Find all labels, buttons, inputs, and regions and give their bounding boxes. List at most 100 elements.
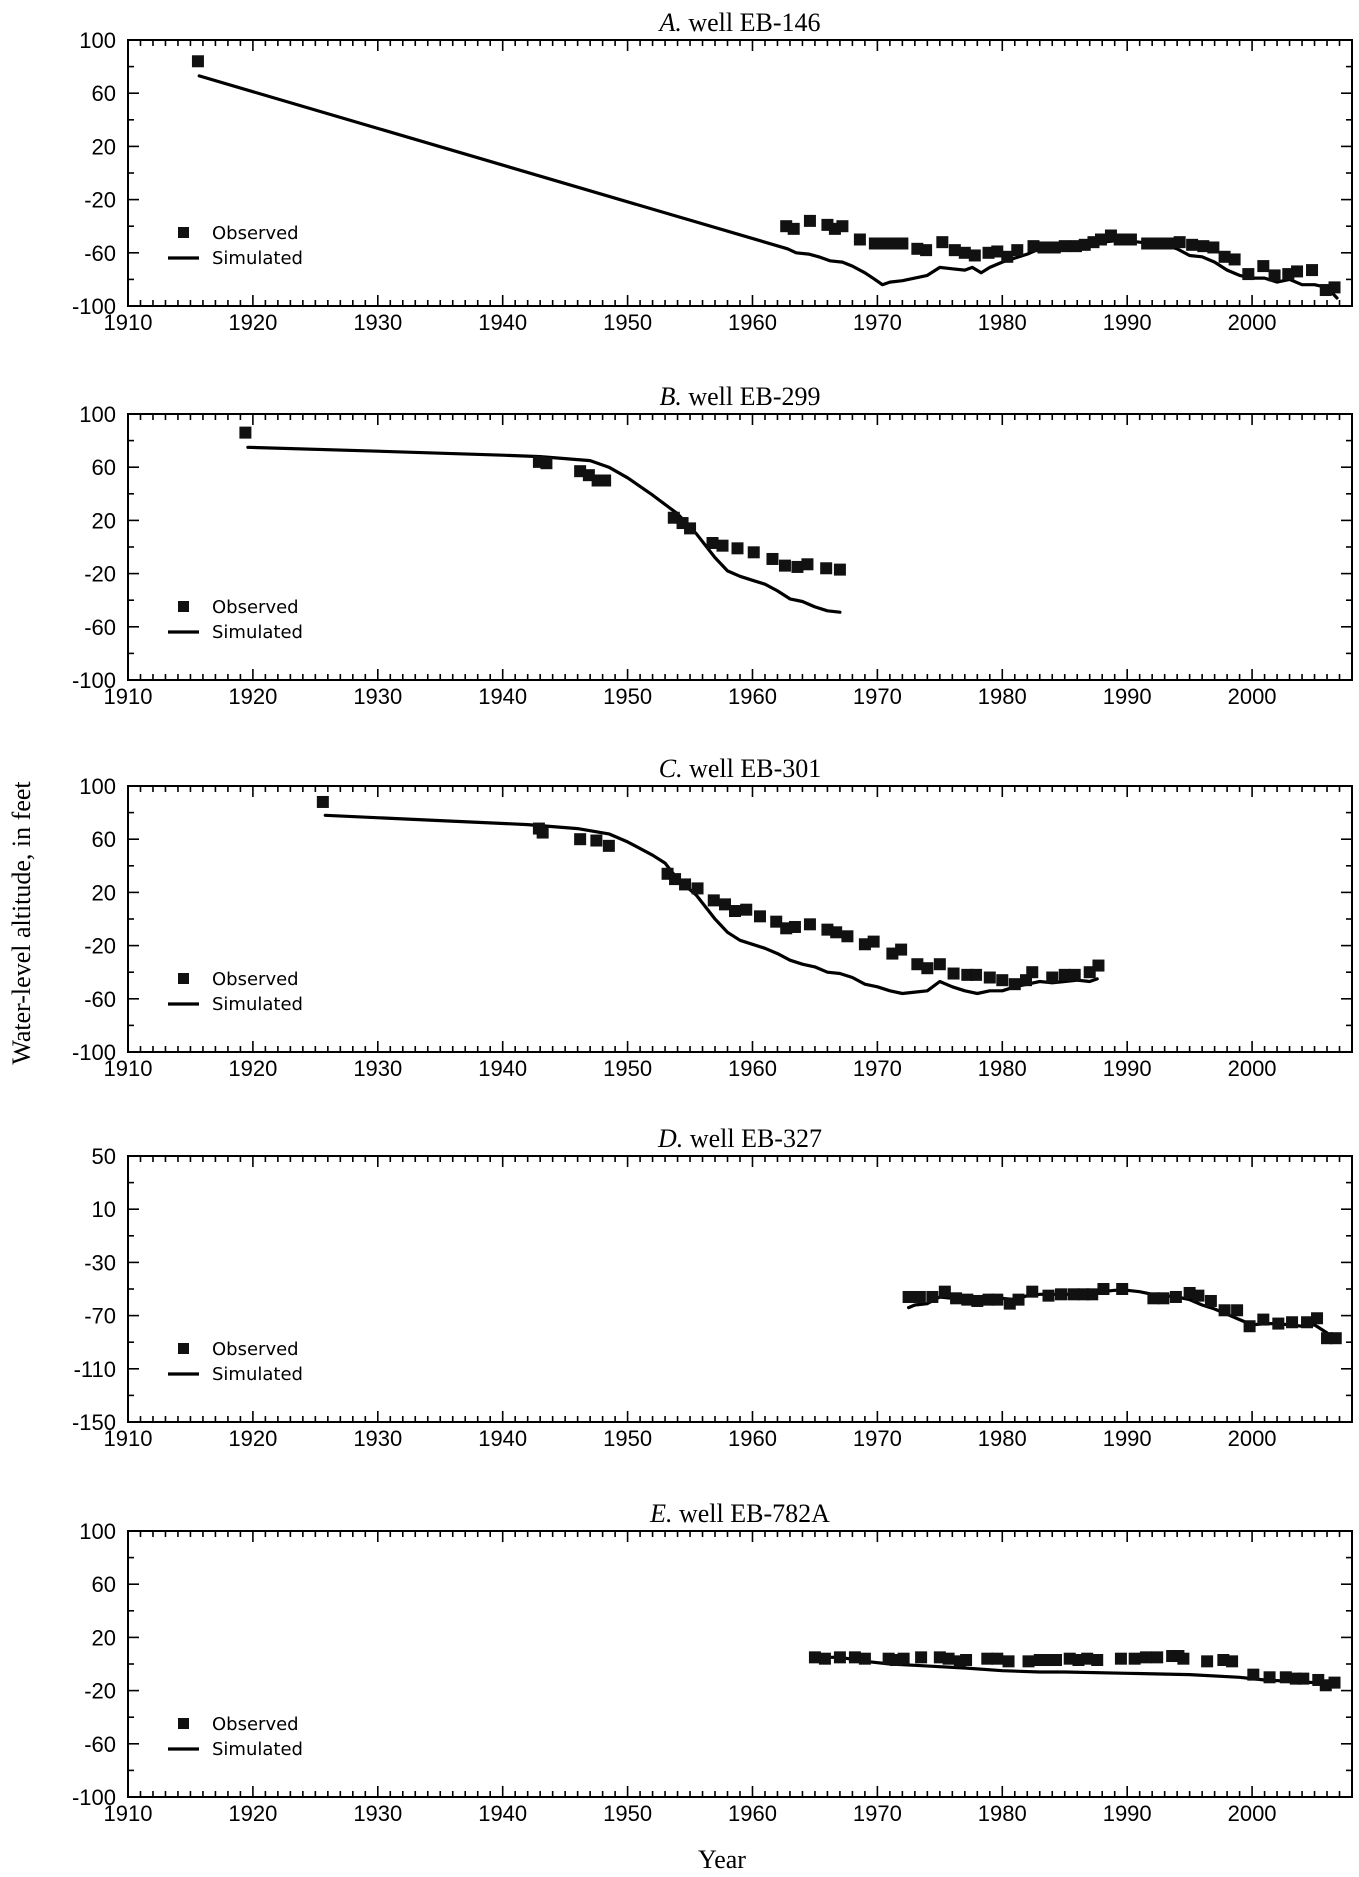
observed-point	[968, 249, 981, 262]
y-tick-label: 20	[92, 1625, 116, 1650]
observed-point	[599, 474, 612, 487]
x-tick-label: 1940	[478, 1801, 527, 1826]
observed-point	[1037, 241, 1050, 254]
observed-point	[1263, 1671, 1276, 1684]
observed-point	[684, 522, 697, 535]
legend-simulated-label: Simulated	[212, 248, 303, 269]
x-tick-label: 1930	[353, 1056, 402, 1081]
observed-point	[961, 1293, 974, 1306]
observed-point	[1139, 1651, 1152, 1664]
observed-point	[818, 1652, 831, 1665]
y-tick-label: -100	[72, 1785, 116, 1810]
observed-point	[1201, 1655, 1214, 1668]
y-tick-label: 100	[79, 1519, 116, 1544]
legend-observed-marker	[178, 973, 189, 984]
observed-point	[1114, 1652, 1127, 1665]
x-tick-label: 1930	[353, 1426, 402, 1451]
y-tick-label: 20	[92, 880, 116, 905]
x-tick-label: 1950	[603, 1056, 652, 1081]
observed-point	[1218, 250, 1231, 263]
x-tick-label: 1910	[104, 1056, 153, 1081]
observed-point	[942, 1652, 955, 1665]
x-tick-label: 1920	[228, 310, 277, 335]
y-tick-label: 20	[92, 508, 116, 533]
tick-marks	[127, 785, 1353, 1053]
observed-point	[1141, 237, 1154, 250]
y-tick-label: 100	[79, 402, 116, 427]
panel-well-name: well EB-327	[683, 1124, 822, 1153]
legend: Observed Simulated	[168, 1714, 303, 1760]
legend-simulated-label: Simulated	[212, 994, 303, 1015]
observed-point	[1151, 237, 1164, 250]
observed-series	[239, 426, 846, 576]
x-tick-label: 1910	[104, 1801, 153, 1826]
observed-point	[1026, 966, 1039, 979]
observed-point	[1257, 260, 1270, 273]
x-tick-label: 1980	[978, 1056, 1027, 1081]
y-tick-label: 60	[92, 827, 116, 852]
observed-series	[316, 795, 1105, 991]
observed-point	[848, 1651, 861, 1664]
y-tick-label: -30	[84, 1250, 116, 1275]
observed-point	[1177, 1652, 1190, 1665]
legend-simulated-label: Simulated	[212, 622, 303, 643]
observed-point	[1286, 1316, 1299, 1329]
observed-point	[1247, 1668, 1260, 1681]
x-tick-label: 1940	[478, 1426, 527, 1451]
observed-point	[1311, 1312, 1324, 1325]
observed-point	[691, 882, 704, 895]
observed-point	[1151, 1651, 1164, 1664]
legend-simulated-label: Simulated	[212, 1739, 303, 1760]
observed-point	[1046, 971, 1059, 984]
observed-point	[1042, 1289, 1055, 1302]
x-tick-label: 2000	[1228, 684, 1277, 709]
y-tick-label: -70	[84, 1304, 116, 1329]
legend-observed-marker	[178, 227, 189, 238]
observed-point	[1097, 1283, 1110, 1295]
y-tick-label: -60	[84, 1732, 116, 1757]
observed-point	[706, 537, 719, 550]
observed-point	[1242, 268, 1255, 281]
x-tick-label: 1920	[228, 1426, 277, 1451]
observed-point	[1068, 968, 1081, 981]
observed-point	[897, 1652, 910, 1665]
panel-well-name: well EB-299	[682, 382, 821, 411]
observed-point	[1048, 241, 1061, 254]
observed-point	[1002, 1655, 1015, 1668]
observed-point	[540, 457, 553, 470]
observed-point	[830, 926, 843, 939]
observed-point	[731, 542, 744, 555]
x-tick-label: 1940	[478, 1056, 527, 1081]
observed-point	[996, 974, 1009, 987]
legend-observed-marker	[178, 1718, 189, 1729]
panel-title: C. well EB-301	[659, 754, 822, 783]
y-tick-label: 60	[92, 455, 116, 480]
legend-observed-label: Observed	[212, 969, 299, 990]
observed-point	[191, 55, 204, 68]
observed-point	[970, 968, 983, 981]
x-tick-label: 2000	[1228, 1056, 1277, 1081]
observed-point	[991, 245, 1004, 258]
observed-point	[833, 1651, 846, 1664]
observed-point	[1279, 1671, 1292, 1684]
x-tick-label: 1980	[978, 310, 1027, 335]
observed-point	[960, 1654, 973, 1667]
observed-point	[1049, 1654, 1062, 1667]
panel-title: E. well EB-782A	[649, 1499, 830, 1528]
observed-point	[933, 958, 946, 971]
y-tick-label: -100	[72, 294, 116, 319]
observed-point	[1026, 1285, 1039, 1298]
observed-point	[991, 1293, 1004, 1306]
observed-point	[841, 930, 854, 943]
x-tick-label: 1920	[228, 1801, 277, 1826]
panel-letter: A.	[657, 8, 681, 37]
legend-simulated-label: Simulated	[212, 1364, 303, 1385]
observed-point	[1001, 250, 1014, 263]
legend-observed-label: Observed	[212, 1339, 299, 1360]
panel-letter: D.	[657, 1124, 683, 1153]
x-tick-label: 1930	[353, 684, 402, 709]
